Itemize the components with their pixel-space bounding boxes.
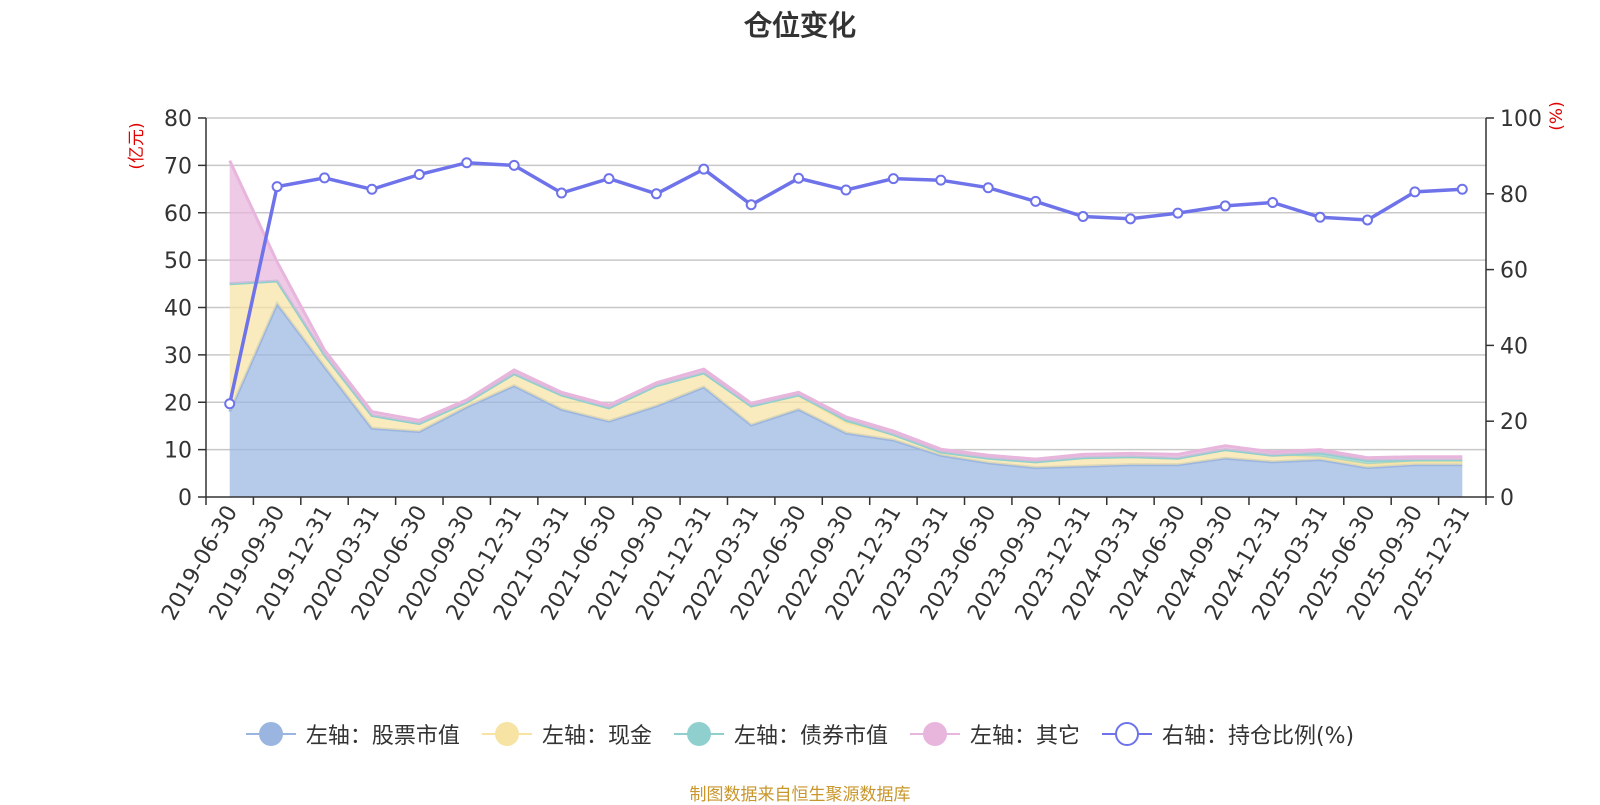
- chart-title: 仓位变化: [743, 9, 856, 42]
- right-axis-tick-label: 60: [1500, 259, 1528, 284]
- position-ratio-point: [366, 183, 378, 195]
- left-axis-tick-label: 50: [164, 249, 192, 274]
- left-axis-unit: (亿元): [127, 122, 147, 169]
- left-axis-tick-label: 80: [164, 107, 192, 132]
- legend-label: 左轴：股票市值: [305, 724, 460, 749]
- chart-legend: 左轴：股票市值 左轴：现金 左轴：债券市值 左轴：其它 右轴：持仓比例(%): [0, 718, 1600, 750]
- position-ratio-point: [698, 163, 710, 175]
- position-ratio-point: [1030, 195, 1042, 207]
- position-ratio-point: [1267, 197, 1279, 209]
- position-ratio-point: [1409, 186, 1421, 198]
- position-ratio-point: [603, 173, 615, 185]
- left-axis-tick-label: 70: [164, 154, 192, 179]
- legend-item[interactable]: 右轴：持仓比例(%): [1101, 718, 1355, 750]
- legend-item[interactable]: 左轴：其它: [909, 718, 1080, 750]
- legend-marker-icon: [1101, 722, 1152, 746]
- position-ratio-point: [271, 181, 283, 193]
- position-ratio-point: [1314, 211, 1326, 223]
- position-ratio-point: [1124, 213, 1136, 225]
- right-axis-tick-label: 0: [1500, 486, 1514, 511]
- position-ratio-point: [1361, 214, 1373, 226]
- position-ratio-point: [1456, 183, 1468, 195]
- right-axis-tick-label: 40: [1500, 334, 1528, 359]
- position-ratio-point: [840, 184, 852, 196]
- position-ratio-point: [935, 174, 947, 186]
- position-ratio-point: [1077, 211, 1089, 223]
- legend-item[interactable]: 左轴：现金: [481, 718, 652, 750]
- area-左轴：现金: [229, 281, 1463, 468]
- position-ratio-point: [224, 398, 236, 410]
- position-ratio-point: [461, 157, 473, 169]
- position-ratio-point: [319, 172, 331, 184]
- legend-label: 左轴：债券市值: [733, 724, 888, 749]
- legend-item[interactable]: 左轴：债券市值: [673, 718, 888, 750]
- area-edge-左轴：其它: [228, 159, 1463, 461]
- right-axis-tick-label: 80: [1500, 183, 1528, 208]
- left-axis-tick-label: 20: [164, 391, 192, 416]
- area-左轴：股票市值: [229, 303, 1463, 497]
- legend-marker-icon: [481, 722, 532, 746]
- legend-label: 左轴：其它: [969, 724, 1080, 749]
- position-ratio-point: [1172, 207, 1184, 219]
- right-axis-unit: (%): [1547, 101, 1567, 130]
- left-axis-tick-label: 40: [164, 297, 192, 322]
- legend-label: 左轴：现金: [541, 724, 652, 749]
- legend-marker-icon: [909, 722, 960, 746]
- legend-marker-icon: [673, 722, 724, 746]
- position-ratio-point: [1219, 200, 1231, 212]
- legend-item[interactable]: 左轴：股票市值: [245, 718, 460, 750]
- position-ratio-point: [982, 182, 994, 194]
- position-ratio-point: [745, 199, 757, 211]
- position-ratio-point: [793, 172, 805, 184]
- position-ratio-line: [227, 160, 1463, 405]
- legend-marker-icon: [245, 722, 296, 746]
- right-axis-tick-label: 100: [1500, 107, 1542, 132]
- left-axis-tick-label: 60: [164, 202, 192, 227]
- position-ratio-point: [650, 188, 662, 200]
- position-chart: 010203040506070800204060801002019-06-302…: [127, 101, 1567, 624]
- position-ratio-point: [887, 173, 899, 185]
- right-axis-tick-label: 20: [1500, 410, 1528, 435]
- position-ratio-point: [556, 187, 568, 199]
- legend-label: 右轴：持仓比例(%): [1161, 724, 1355, 749]
- position-ratio-point: [413, 168, 425, 180]
- position-ratio-point: [508, 159, 520, 171]
- left-axis-tick-label: 0: [178, 486, 192, 511]
- data-source-note: 制图数据来自恒生聚源数据库: [689, 785, 911, 805]
- left-axis-tick-label: 30: [164, 344, 192, 369]
- left-axis-tick-label: 10: [164, 439, 192, 464]
